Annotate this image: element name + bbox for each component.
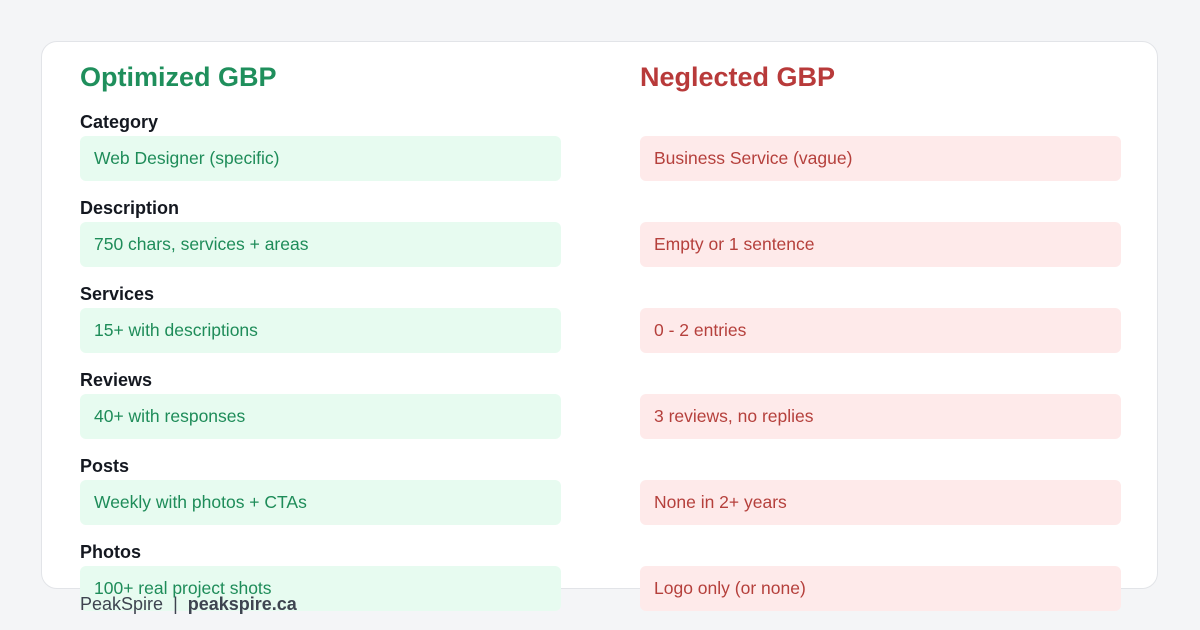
neglected-value-reviews: 3 reviews, no replies xyxy=(640,394,1121,439)
row-label-description: Description xyxy=(80,198,180,218)
optimized-value-category: Web Designer (specific) xyxy=(80,136,561,181)
optimized-value-photos: 100+ real project shots xyxy=(80,566,561,611)
optimized-column-title: Optimized GBP xyxy=(80,62,277,92)
neglected-column-title: Neglected GBP xyxy=(640,62,836,92)
footer-separator: | xyxy=(173,594,178,614)
optimized-value-description: 750 chars, services + areas xyxy=(80,222,561,267)
neglected-value-description: Empty or 1 sentence xyxy=(640,222,1121,267)
footer-url: peakspire.ca xyxy=(187,594,297,614)
footer-brand: PeakSpire xyxy=(80,594,164,614)
optimized-value-services: 15+ with descriptions xyxy=(80,308,561,353)
optimized-value-posts: Weekly with photos + CTAs xyxy=(80,480,561,525)
row-label-photos: Photos xyxy=(80,542,141,562)
footer: PeakSpire | peakspire.ca xyxy=(80,593,297,615)
row-label-reviews: Reviews xyxy=(80,370,153,390)
neglected-value-posts: None in 2+ years xyxy=(640,480,1121,525)
row-label-services: Services xyxy=(80,284,155,304)
row-label-category: Category xyxy=(80,112,159,132)
row-label-posts: Posts xyxy=(80,456,130,476)
neglected-value-services: 0 - 2 entries xyxy=(640,308,1121,353)
optimized-value-reviews: 40+ with responses xyxy=(80,394,561,439)
neglected-value-photos: Logo only (or none) xyxy=(640,566,1121,611)
neglected-value-category: Business Service (vague) xyxy=(640,136,1121,181)
